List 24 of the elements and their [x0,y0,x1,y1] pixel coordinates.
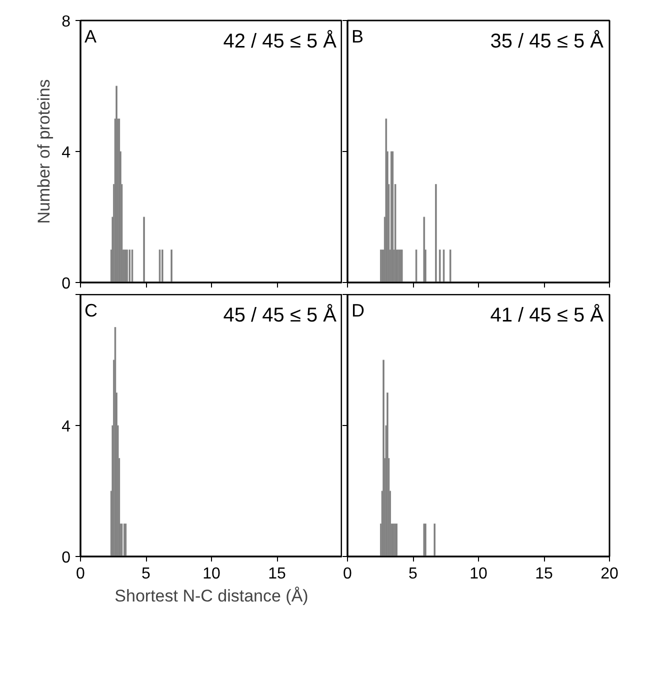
y-tick-label: 4 [62,144,71,162]
chart-title: C [84,300,98,320]
x-axis-title: Shortest N-C distance (Å) [114,586,308,606]
x-tick-label: 0 [76,566,86,582]
chart-title: D [352,300,364,320]
y-tick-label: 0 [62,550,71,566]
chart-title: A [84,26,97,46]
y-tick-label: 0 [62,276,71,292]
annotation: 45 / 45 ≤ 5 Å [223,304,338,326]
x-tick-label: 5 [142,566,151,582]
chart-title: B [352,26,364,46]
x-tick-label: 10 [470,566,488,582]
x-tick-label: 15 [535,566,553,582]
x-tick-label: 20 [600,566,618,582]
x-tick-label: 15 [268,566,286,582]
annotation: 42 / 45 ≤ 5 Å [223,30,338,52]
y-tick-label: 8 [62,14,71,30]
x-tick-label: 5 [408,566,418,582]
y-tick-label: 4 [62,418,71,436]
x-tick-label: 0 [343,566,352,582]
y-axis-title: Number of proteins [34,79,54,224]
x-tick-label: 10 [202,566,220,582]
annotation: 41 / 45 ≤ 5 Å [490,304,604,326]
annotation: 35 / 45 ≤ 5 Å [490,30,604,52]
